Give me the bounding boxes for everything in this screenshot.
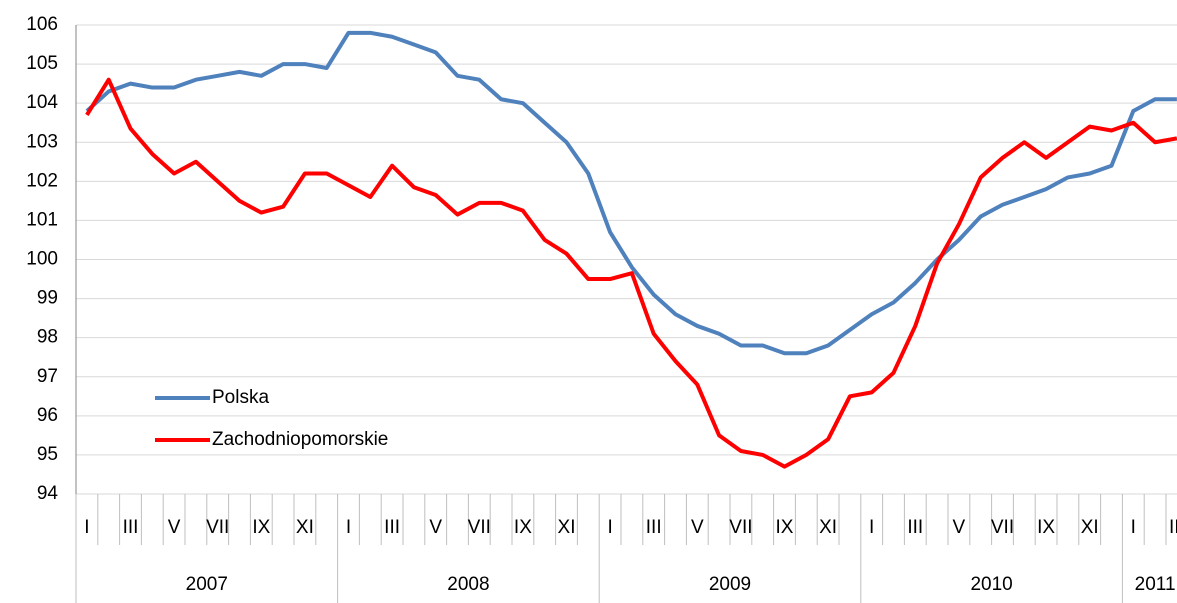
series-line [85,30,1177,356]
x-tick-label: IX [514,517,532,538]
x-tick-label: V [953,517,966,538]
y-tick-label: 99 [37,288,58,309]
y-tick-label: 97 [37,366,58,387]
x-tick-label: III [384,517,400,538]
y-tick-label: 104 [26,92,58,113]
x-tick-label: IX [252,517,270,538]
x-tick-label: V [168,517,181,538]
x-tick-label: XI [1081,517,1099,538]
x-tick-label: VII [206,517,229,538]
y-tick-label: 106 [26,14,58,35]
x-tick-label: XI [558,517,576,538]
x-tick-label: III [646,517,662,538]
x-tick-label: VII [729,517,752,538]
y-tick-label: 103 [26,131,58,152]
x-tick-label: III [1169,517,1177,538]
legend-label: Zachodniopomorskie [212,429,388,450]
y-tick-label: 102 [26,170,58,191]
year-label: 2011 [1135,574,1176,595]
x-tick-label: XI [819,517,837,538]
y-tick-label: 105 [26,53,58,74]
legend-label: Polska [212,387,269,408]
x-tick-label: I [84,517,89,538]
y-tick-label: 94 [37,483,59,504]
x-tick-label: VII [468,517,491,538]
x-tick-label: VII [991,517,1014,538]
x-tick-label: III [907,517,923,538]
year-label: 2007 [186,574,228,595]
y-tick-label: 96 [37,405,58,426]
x-tick-label: V [691,517,704,538]
x-tick-label: III [123,517,139,538]
y-tick-label: 100 [26,249,58,270]
x-tick-label: IX [1037,517,1055,538]
x-tick-label: XI [296,517,314,538]
x-tick-label: I [869,517,874,538]
x-tick-label: I [1131,517,1136,538]
year-label: 2010 [970,574,1012,595]
year-label: 2009 [709,574,751,595]
y-tick-label: 98 [37,327,58,348]
x-tick-label: V [429,517,442,538]
x-tick-label: IX [776,517,794,538]
y-tick-label: 95 [37,444,58,465]
x-tick-label: I [346,517,351,538]
series-line [85,77,1177,469]
x-tick-label: I [607,517,612,538]
year-label: 2008 [447,574,489,595]
y-tick-label: 101 [26,209,58,230]
